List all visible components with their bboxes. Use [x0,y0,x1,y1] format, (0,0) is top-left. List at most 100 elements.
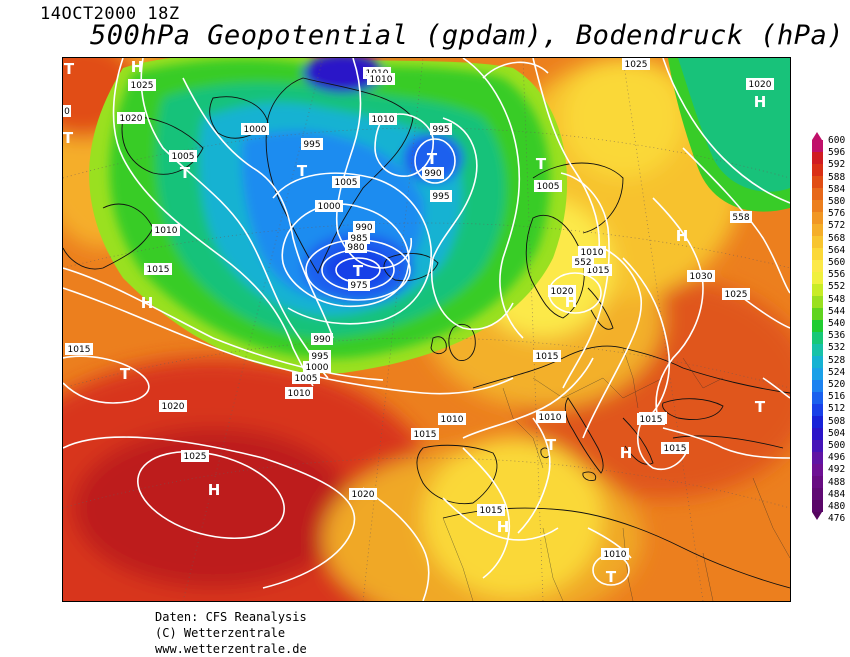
isobar-label: 1010 [367,73,395,85]
legend-swatch [812,500,823,512]
high-marker: H [620,444,633,462]
isobar-label: 1020 [548,285,576,297]
legend-swatch [812,200,823,212]
map-title: 500hPa Geopotential (gpdam), Bodendruck … [90,20,844,51]
svg-text:1010: 1010 [581,248,604,258]
legend-swatch [812,476,823,488]
credits-website-link[interactable]: www.wetterzentrale.de [155,642,307,656]
isobar-label: 1010 [536,411,564,423]
high-marker: H [208,481,221,499]
isobar-label: 995 [301,138,323,150]
isobar-label: 1005 [169,150,197,162]
isobar-label: 1010 [438,413,466,425]
map-date: 14OCT2000 18Z [40,4,180,24]
high-marker: H [754,93,767,111]
legend-value-label: 480 [828,501,846,512]
isobar-label: 995 [309,350,331,362]
legend-swatch [812,392,823,404]
svg-text:1010: 1010 [372,115,395,125]
svg-text:1010: 1010 [155,226,178,236]
svg-text:1010: 1010 [539,413,562,423]
legend-value-label: 552 [828,281,846,293]
legend-bottom-arrow [812,512,822,520]
svg-text:1005: 1005 [172,152,195,162]
legend-swatch [812,488,823,500]
svg-text:1020: 1020 [352,490,375,500]
svg-text:1020: 1020 [120,114,143,124]
legend-value-label: 536 [828,330,846,342]
isobar-label: 0 [63,105,71,117]
legend-value-label: 500 [828,440,846,451]
svg-text:990: 990 [424,169,441,179]
low-marker: T [353,262,364,280]
legend-swatch [812,356,823,368]
isobar-label: 1000 [241,123,269,135]
low-marker: T [606,568,617,586]
legend-swatch [812,176,823,188]
isobar-label: 1010 [578,246,606,258]
legend-value-label: 592 [828,159,846,171]
legend-swatch [812,428,823,440]
low-marker: T [180,164,191,182]
svg-text:995: 995 [311,352,328,362]
low-marker: T [755,398,766,416]
legend-value-label: 556 [828,269,846,281]
legend-value-label: 544 [828,305,846,317]
svg-text:1025: 1025 [725,290,748,300]
legend-swatch [812,152,823,164]
isobar-label: 1025 [622,58,650,70]
low-marker: T [64,60,75,78]
isobar-label: 1005 [292,372,320,384]
isobar-labels: 1010 1025 1020 1000 995 1010 995 990 100… [63,58,774,560]
credits-data-source: Daten: CFS Reanalysis [155,610,307,624]
isobar-label: 1005 [332,176,360,188]
legend-swatch [812,236,823,248]
isobar-label: 1010 [369,113,397,125]
legend-swatch [812,284,823,296]
low-marker: T [546,436,557,454]
svg-text:980: 980 [347,243,364,253]
low-marker: T [427,150,438,168]
svg-text:1010: 1010 [441,415,464,425]
legend-value-label: 524 [828,366,846,378]
legend-value-label: 520 [828,379,846,390]
svg-text:1015: 1015 [587,266,610,276]
credits-copyright: (C) Wetterzentrale [155,626,286,640]
isobar-label: 990 [353,221,375,233]
isobar-label: 1025 [128,79,156,91]
legend-value-label: 476 [828,513,846,525]
legend-value-label: 516 [828,391,846,403]
legend-value-label: 548 [828,293,846,305]
isobar-label: 1015 [144,263,172,275]
isobar-label: 995 [430,190,452,202]
isobar-label: 1015 [65,343,93,355]
isobar-label: 1030 [687,270,715,282]
svg-text:1000: 1000 [306,363,329,373]
legend-swatch [812,260,823,272]
legend-value-label: 584 [828,183,846,195]
isobar-label: 990 [311,333,333,345]
country-borders [442,347,790,601]
legend-swatch [812,344,823,356]
legend-swatch [812,248,823,260]
low-marker: T [297,162,308,180]
legend-value-label: 492 [828,464,846,476]
isobar-label: 1025 [181,450,209,462]
isobar-label: 975 [348,279,370,291]
svg-text:1015: 1015 [68,345,91,355]
svg-text:1015: 1015 [664,444,687,454]
high-marker: H [497,518,510,536]
svg-text:1005: 1005 [335,178,358,188]
legend-swatch [812,440,823,452]
isobar-label: 1020 [349,488,377,500]
legend-swatch [812,332,823,344]
svg-text:1025: 1025 [131,81,154,91]
legend-value-label: 572 [828,220,846,232]
isobar-label: 1010 [601,548,629,560]
weather-map: H H H H H H H H T T T T T T T T T T T 10… [62,57,791,602]
svg-text:1010: 1010 [604,550,627,560]
legend-value-label: 532 [828,342,846,354]
isobar-label: 995 [430,123,452,135]
isobar-label: 1020 [159,400,187,412]
legend-value-label: 588 [828,171,846,183]
